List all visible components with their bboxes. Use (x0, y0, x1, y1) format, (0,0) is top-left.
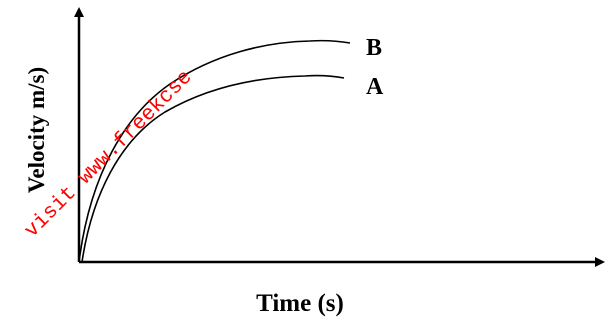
curve-b (78, 39, 351, 263)
y-axis-label: Velocity m/s) (24, 67, 49, 193)
curve-a-label: A (366, 74, 384, 100)
x-axis-label: Time (s) (256, 290, 344, 317)
curve-a (81, 74, 345, 263)
curve-b-label: B (366, 35, 382, 61)
